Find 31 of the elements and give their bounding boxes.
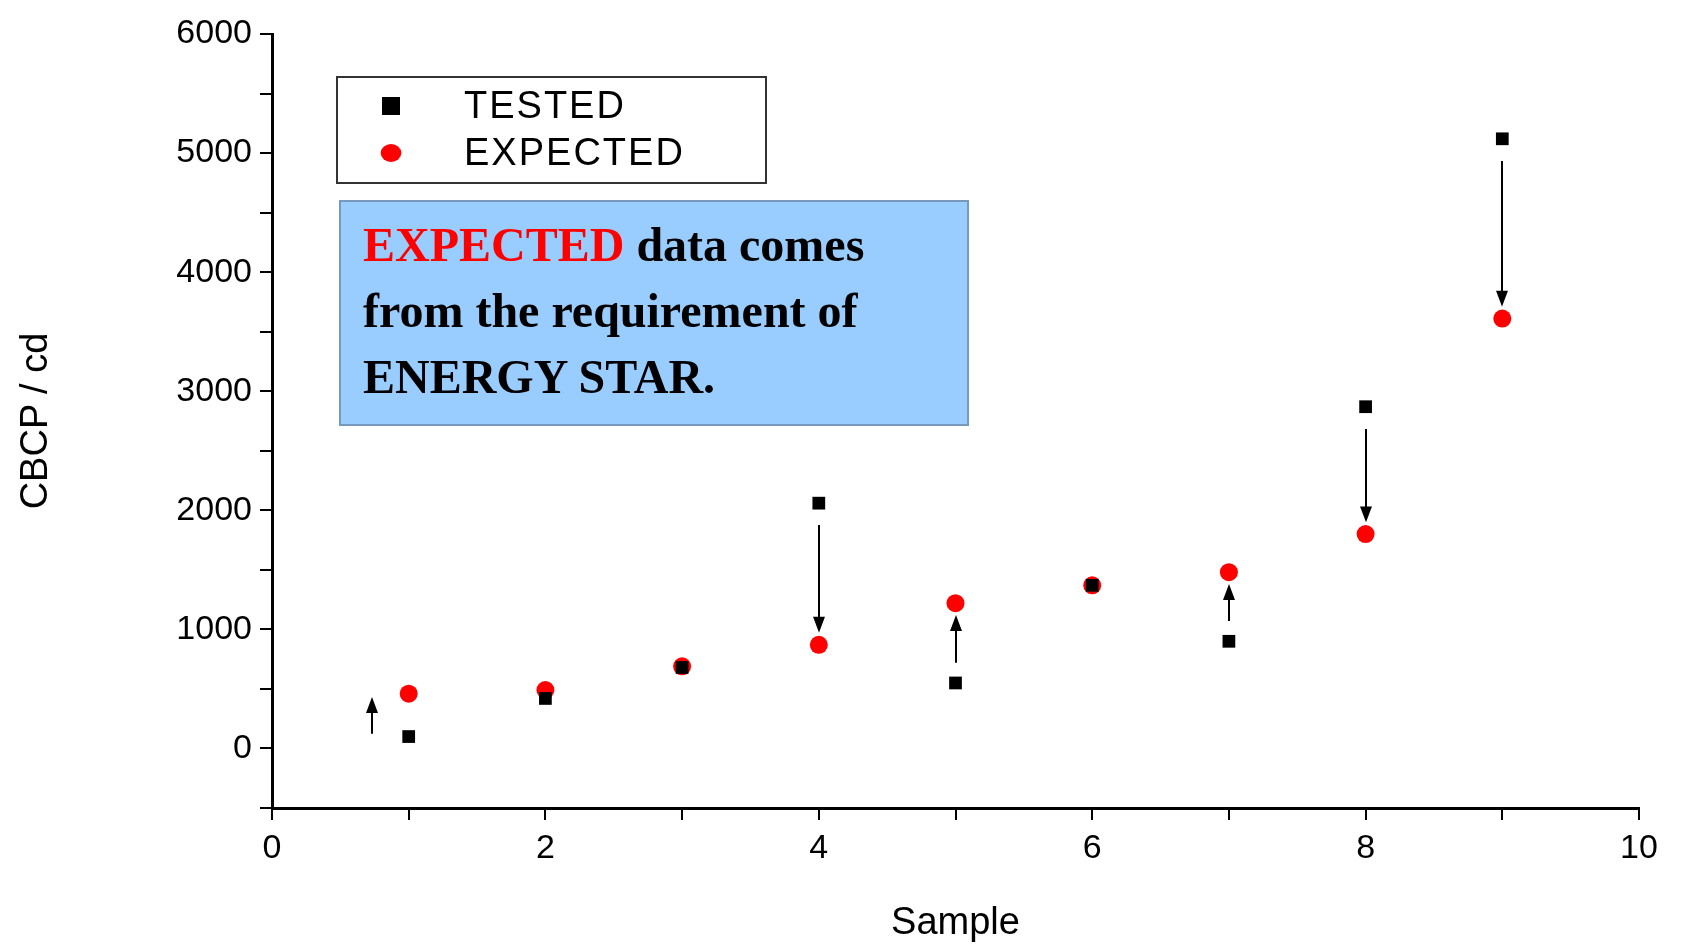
point	[1493, 309, 1512, 328]
point	[1356, 525, 1375, 544]
point	[946, 594, 965, 613]
point	[539, 692, 552, 705]
y-tick-label: 5000	[176, 131, 252, 170]
y-tick-label: 4000	[176, 250, 252, 289]
x-tick-label: 6	[1082, 826, 1102, 865]
y-tick-label: 3000	[176, 369, 252, 408]
point	[812, 496, 826, 510]
y-tick-label: 1000	[176, 607, 252, 646]
point	[399, 684, 418, 703]
y-tick-label: 6000	[176, 12, 252, 51]
legend-label: TESTED	[464, 84, 626, 127]
x-tick-label: 4	[809, 826, 829, 865]
y-axis-title: CBCP / cd	[13, 332, 56, 510]
point	[1222, 634, 1236, 648]
point	[1495, 132, 1509, 146]
x-axis-title: Sample	[891, 899, 1020, 942]
x-tick-label: 2	[535, 826, 555, 865]
annotation: EXPECTED data comes from the requirement of ENERGY STAR.	[339, 200, 969, 426]
y-tick-label: 2000	[176, 488, 252, 527]
x-tick-label: 8	[1356, 826, 1376, 865]
point	[949, 676, 962, 690]
x-tick-label: 0	[262, 826, 282, 865]
point	[402, 730, 416, 743]
point	[1219, 563, 1238, 582]
legend-label: EXPECTED	[464, 131, 685, 174]
point	[809, 635, 828, 654]
y-tick-label: 0	[233, 726, 252, 765]
x-tick-label: 10	[1620, 826, 1658, 865]
point	[1359, 400, 1372, 414]
